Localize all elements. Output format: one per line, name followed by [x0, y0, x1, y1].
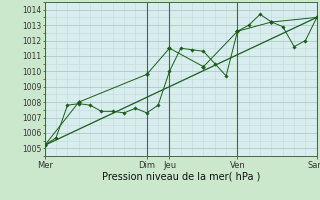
X-axis label: Pression niveau de la mer( hPa ): Pression niveau de la mer( hPa ): [102, 171, 260, 181]
